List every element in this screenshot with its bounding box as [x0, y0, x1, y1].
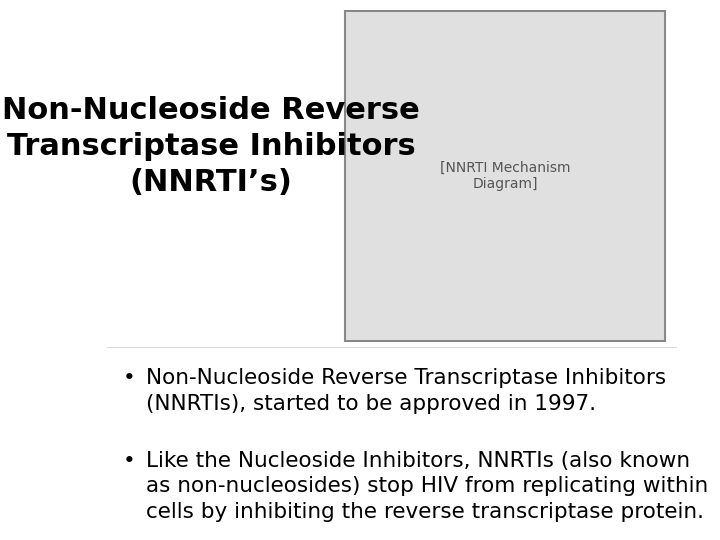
Text: Non-Nucleoside Reverse Transcriptase Inhibitors
(NNRTIs), started to be approved: Non-Nucleoside Reverse Transcriptase Inh… — [145, 368, 666, 414]
Text: •: • — [123, 450, 135, 470]
Text: Like the Nucleoside Inhibitors, NNRTIs (also known
as non-nucleosides) stop HIV : Like the Nucleoside Inhibitors, NNRTIs (… — [145, 450, 708, 522]
Text: [NNRTI Mechanism
Diagram]: [NNRTI Mechanism Diagram] — [440, 161, 571, 191]
Text: •: • — [123, 368, 135, 388]
Text: Non-Nucleoside Reverse
Transcriptase Inhibitors
(NNRTI’s): Non-Nucleoside Reverse Transcriptase Inh… — [2, 96, 420, 197]
FancyBboxPatch shape — [346, 11, 665, 341]
